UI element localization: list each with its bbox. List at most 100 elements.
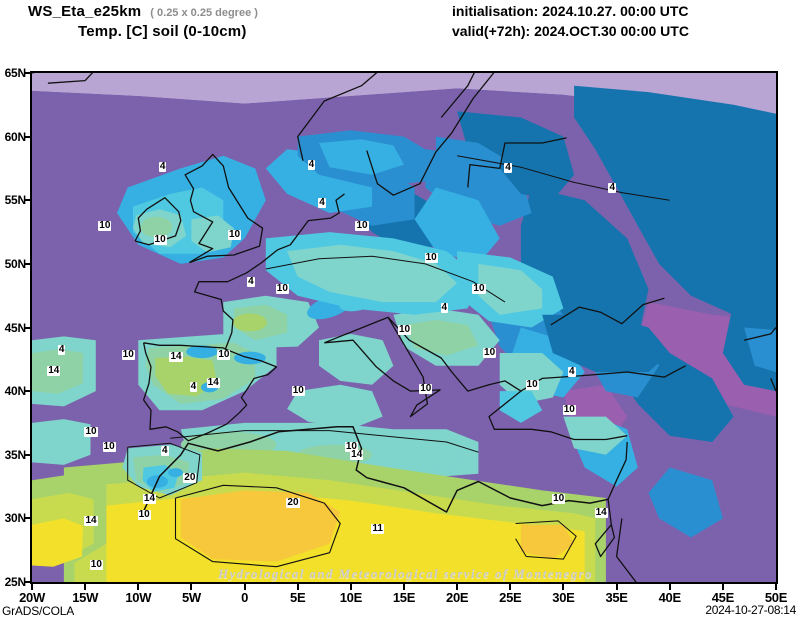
contour-label: 4 [440, 302, 449, 314]
lon-label-15E: 15E [392, 590, 416, 605]
lat-tick [25, 262, 31, 265]
lon-label-20E: 20E [446, 590, 469, 605]
contour-label: 10 [121, 349, 135, 361]
contour-label: 4 [189, 381, 198, 393]
contour-label: 20 [286, 497, 300, 509]
contour-label: 10 [424, 251, 438, 263]
contour-label: 10 [89, 559, 103, 571]
lon-tick [775, 584, 777, 590]
contour-label: 10 [552, 493, 566, 505]
contour-label: 14 [350, 448, 364, 460]
lon-label-0: 0 [241, 590, 249, 605]
contour-label: 14 [594, 507, 608, 519]
contour-label: 4 [247, 275, 255, 287]
lat-tick [25, 326, 31, 329]
lat-label-40N: 40N [4, 384, 27, 399]
contour-label: 14 [142, 493, 157, 505]
contour-label: 10 [153, 233, 167, 245]
contour-label: 4 [504, 162, 512, 174]
lon-label-5E: 5E [290, 590, 306, 605]
grads-credit: GrADS/COLA [2, 604, 75, 618]
lat-tick [25, 581, 31, 583]
contour-label: 4 [57, 344, 66, 356]
contour-label: 20 [183, 471, 197, 483]
lat-tick [25, 517, 31, 520]
model-resolution: ( 0.25 x 0.25 degree ) [150, 7, 258, 19]
lon-label-30E: 30E [552, 590, 575, 605]
lon-label-50E: 50E [764, 590, 788, 605]
contour-label: 10 [227, 228, 242, 240]
lon-tick [31, 584, 33, 590]
lon-tick [84, 584, 87, 590]
lon-tick [456, 584, 459, 590]
model-name: WS_Eta_e25km [28, 3, 142, 20]
lon-label-10W: 10W [125, 590, 152, 605]
lat-label-55N: 55N [4, 193, 27, 208]
lat-tick [25, 199, 31, 202]
map-plot-area[interactable]: 4 4 10 10 4 10 4 10 10 4 4 10 10 10 4 4 10 10 10 4 14 10 14 10 1… [30, 71, 778, 584]
lon-label-40E: 40E [658, 590, 682, 605]
lon-tick [403, 584, 405, 590]
contour-label: 10 [102, 441, 116, 453]
contour-label: 4 [158, 161, 167, 173]
contour-label: 10 [137, 508, 151, 520]
contour-label: 4 [307, 158, 316, 170]
lat-label-25N: 25N [4, 575, 27, 589]
lat-label-45N: 45N [4, 320, 27, 335]
contour-label: 10 [472, 283, 486, 295]
lon-tick [668, 584, 671, 590]
variable-title: Temp. [C] soil (0-10cm) [78, 23, 247, 40]
lat-tick [25, 135, 31, 138]
contour-label: 4 [568, 366, 576, 378]
contour-label: 10 [84, 425, 98, 437]
contour-label: 10 [483, 346, 497, 358]
contour-label: 10 [217, 349, 231, 361]
lon-label-10E: 10E [339, 590, 363, 605]
lon-tick [509, 584, 512, 590]
lon-label-5W: 5W [181, 590, 201, 605]
lon-label-20W: 20W [19, 590, 45, 605]
contour-label: 4 [608, 181, 616, 193]
map-canvas [32, 73, 776, 582]
lat-label-35N: 35N [4, 447, 27, 462]
lon-tick [721, 584, 724, 590]
contour-label: 10 [355, 219, 369, 231]
valid-time: valid(+72h): 2024.OCT.30 00:00 UTC [452, 23, 689, 39]
generation-timestamp: 2024-10-27-08:14 [705, 603, 796, 617]
lat-label-50N: 50N [4, 256, 27, 271]
contour-label: 14 [206, 377, 220, 389]
contour-label: 10 [98, 219, 112, 231]
contour-label: 10 [344, 441, 358, 453]
contour-label: 14 [47, 364, 61, 376]
lon-tick [349, 584, 352, 590]
contour-label: 10 [419, 382, 433, 394]
lon-tick [562, 584, 565, 590]
contour-label: 14 [84, 514, 98, 526]
contour-label: 4 [160, 444, 169, 456]
contour-label: 10 [275, 283, 289, 295]
contour-label: 14 [169, 350, 183, 362]
lon-label-25E: 25E [499, 590, 522, 605]
contour-label: 10 [525, 378, 539, 390]
lat-label-30N: 30N [4, 511, 27, 526]
soil-temperature-field [32, 73, 776, 582]
contour-label: 10 [562, 404, 576, 416]
lon-tick [137, 584, 140, 590]
lat-label-65N: 65N [4, 66, 27, 80]
lat-tick [25, 390, 31, 393]
initialisation-time: initialisation: 2024.10.27. 00:00 UTC [452, 3, 689, 19]
lon-tick [296, 584, 299, 590]
model-line: WS_Eta_e25km ( 0.25 x 0.25 degree ) [28, 3, 258, 21]
contour-label: 4 [318, 196, 326, 208]
lat-tick [25, 453, 31, 456]
contour-label: 10 [291, 385, 305, 397]
lat-label-60N: 60N [4, 129, 27, 144]
lon-label-35E: 35E [605, 590, 628, 605]
lon-tick [243, 584, 246, 590]
lon-tick [190, 584, 193, 590]
contour-label: 11 [371, 522, 384, 534]
lat-tick [25, 72, 31, 74]
lon-tick [615, 584, 618, 590]
lon-label-15W: 15W [72, 590, 99, 605]
